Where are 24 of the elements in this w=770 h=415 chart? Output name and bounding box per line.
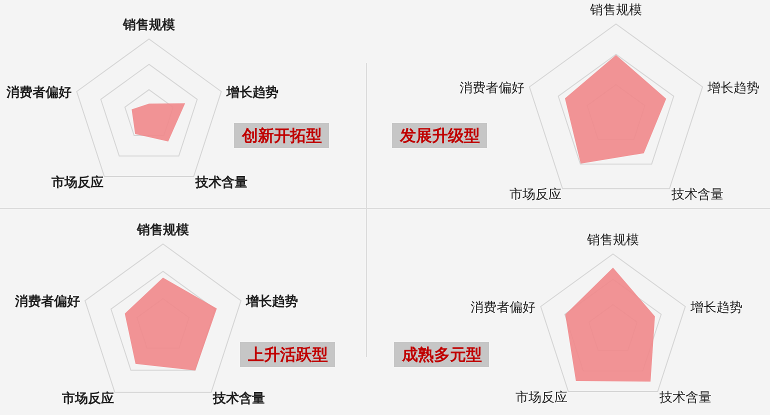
category-label: 增长趋势 [690, 300, 742, 315]
title: 上升活跃型 [240, 342, 335, 367]
category-label: 销售规模 [590, 2, 642, 17]
category-label: 技术含量 [213, 390, 266, 406]
category-label: 消费者偏好 [459, 80, 524, 95]
category-label: 增长趋势 [226, 84, 278, 100]
category-label: 技术含量 [672, 186, 724, 202]
category-label: 消费者偏好 [6, 84, 72, 100]
category-label: 市场反应 [51, 174, 104, 190]
title: 创新开拓型 [234, 123, 329, 148]
category-label: 市场反应 [510, 186, 562, 202]
category-label: 销售规模 [137, 222, 189, 237]
category-label: 增长趋势 [246, 294, 298, 309]
category-label: 销售规模 [123, 17, 175, 32]
category-label: 增长趋势 [708, 80, 760, 95]
category-label: 技术含量 [196, 174, 248, 190]
title: 发展升级型 [392, 123, 487, 148]
category-label: 消费者偏好 [15, 294, 80, 309]
category-label: 销售规模 [587, 232, 639, 247]
category-label: 技术含量 [660, 389, 712, 404]
category-label: 消费者偏好 [470, 300, 536, 315]
category-label: 市场反应 [62, 390, 114, 406]
title: 成熟多元型 [394, 342, 489, 367]
category-label: 市场反应 [515, 389, 568, 404]
